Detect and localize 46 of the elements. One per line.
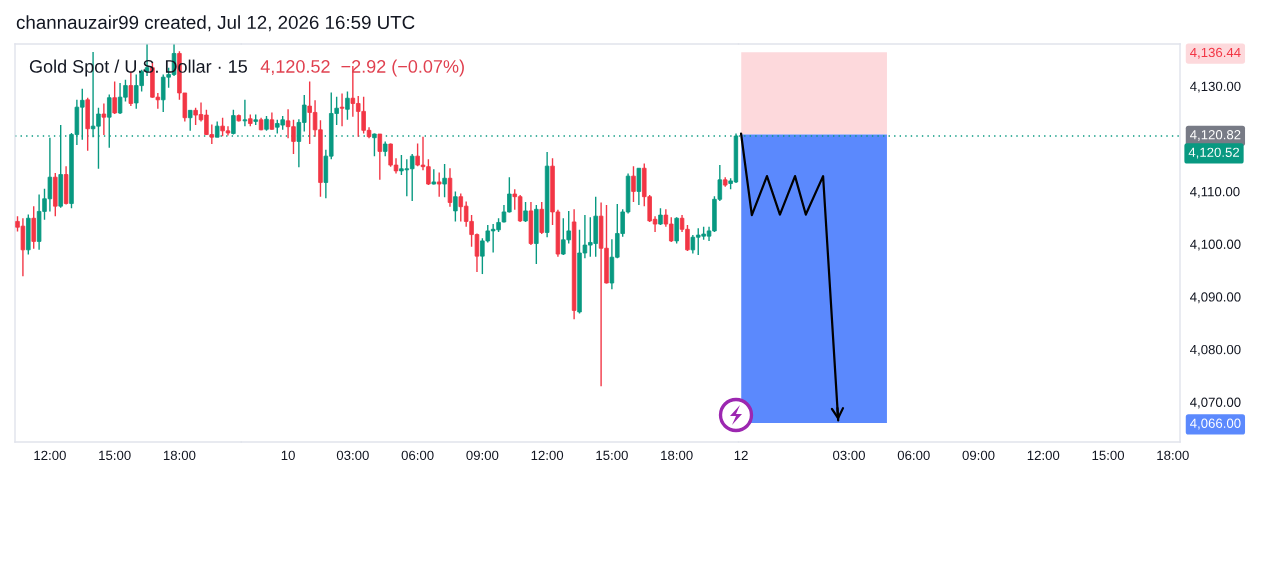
candlestick bbox=[187, 109, 193, 132]
x-tick-label: 03:00 bbox=[833, 450, 865, 461]
candlestick bbox=[539, 201, 544, 235]
candlestick bbox=[112, 80, 117, 115]
x-tick-label: 18:00 bbox=[661, 450, 693, 461]
text: channauzair99 created, Jul 12, 2026 16:59 UTC bbox=[16, 15, 415, 32]
y-tick-label: 4,100.00 bbox=[1190, 239, 1241, 251]
candlestick bbox=[339, 92, 345, 127]
y-tick-label: 4,110.00 bbox=[1190, 186, 1240, 198]
x-tick-label: 12 bbox=[734, 450, 748, 460]
x-tick-label: 12:00 bbox=[34, 450, 66, 461]
x-tick-label: 18:00 bbox=[163, 450, 196, 461]
candlestick bbox=[31, 205, 36, 250]
y-tick-label: 4,080.00 bbox=[1190, 344, 1241, 356]
x-tick-label: 10 bbox=[281, 450, 295, 461]
ref-line-label: 4,120.52 bbox=[1188, 147, 1240, 159]
x-tick-label: 09:00 bbox=[466, 450, 499, 461]
x-tick-label: 12:00 bbox=[1027, 450, 1060, 461]
candlestick bbox=[453, 190, 458, 223]
x-tick-label: 15:00 bbox=[1092, 450, 1125, 461]
candlestick bbox=[436, 171, 442, 198]
x-tick-label: 15:00 bbox=[99, 450, 131, 461]
x-tick-label: 15:00 bbox=[596, 450, 628, 461]
candlestick bbox=[372, 132, 377, 157]
x-tick-label: 06:00 bbox=[897, 450, 930, 461]
y-tick-label: 4,130.00 bbox=[1190, 81, 1241, 93]
candlestick bbox=[674, 216, 679, 245]
text: 4,120.52 −2.92 (−0.07%) bbox=[260, 59, 464, 77]
candlestick bbox=[101, 102, 107, 136]
y-tick-label: 4,120.82 bbox=[1190, 130, 1241, 141]
candlestick bbox=[636, 167, 642, 206]
y-tick-label: 4,066.00 bbox=[1190, 418, 1241, 430]
y-tick-label: 4,090.00 bbox=[1190, 292, 1241, 304]
x-tick-label: 09:00 bbox=[962, 450, 995, 461]
x-tick-label: 06:00 bbox=[401, 450, 434, 461]
y-tick-label: 4,136.44 bbox=[1190, 47, 1241, 59]
candlestick bbox=[377, 133, 383, 181]
x-tick-label: 12:00 bbox=[531, 450, 564, 461]
candlestick bbox=[345, 90, 350, 121]
candlestick bbox=[442, 163, 447, 198]
candlestick bbox=[242, 99, 248, 127]
x-tick-label: 03:00 bbox=[336, 450, 369, 461]
candlestick bbox=[631, 165, 636, 203]
x-tick-label: 18:00 bbox=[1157, 450, 1189, 461]
candlestick bbox=[523, 201, 528, 223]
y-tick-label: 4,070.00 bbox=[1190, 397, 1241, 409]
